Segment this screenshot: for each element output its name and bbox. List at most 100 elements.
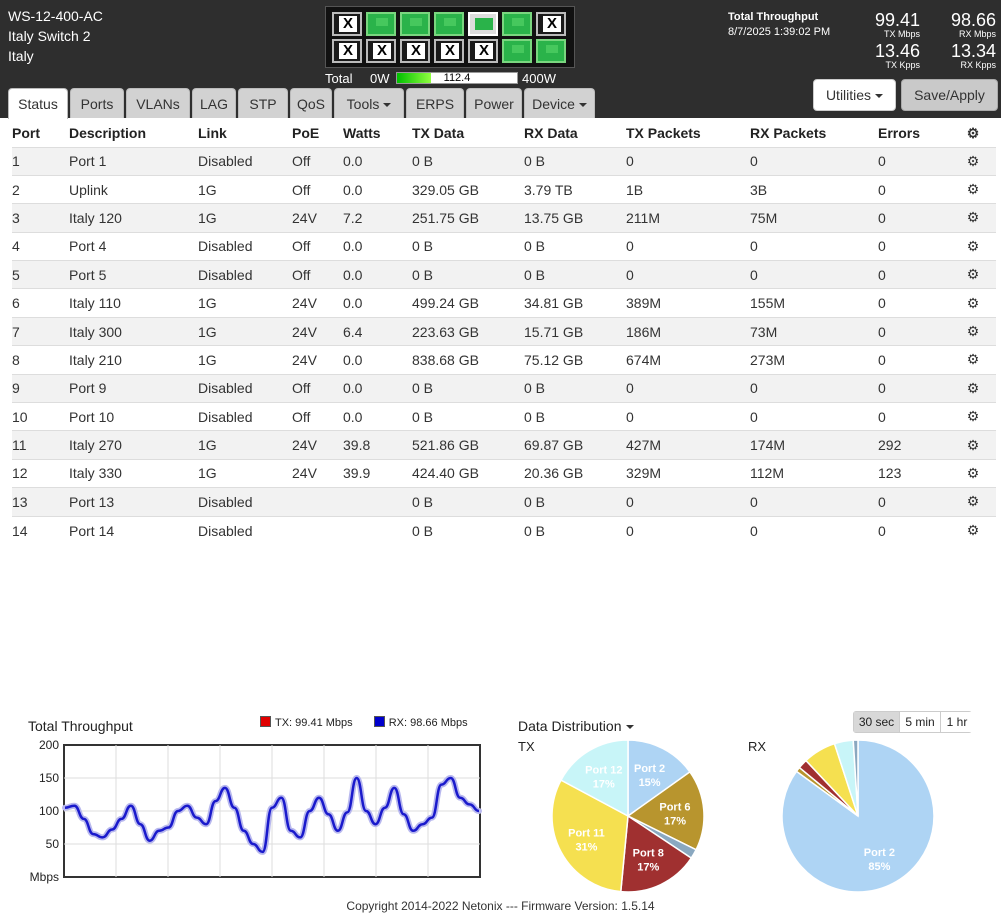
tx-slice-label: Port 11 bbox=[568, 827, 605, 839]
cell-rx-packets: 0 bbox=[750, 487, 878, 517]
port-indicator-12[interactable] bbox=[502, 39, 532, 63]
table-row: 11 Italy 270 1G 24V 39.8 521.86 GB 69.87 GB 427… bbox=[12, 430, 996, 460]
port-indicator-6[interactable]: X bbox=[400, 39, 430, 63]
gear-icon[interactable]: ⚙ bbox=[966, 209, 980, 226]
cell-port-description: Italy 300 bbox=[69, 316, 198, 346]
rx-pie-slice[interactable] bbox=[852, 739, 859, 817]
data-distribution-dropdown[interactable]: Data Distribution bbox=[518, 718, 634, 734]
cell-errors: 0 bbox=[878, 487, 950, 517]
tab-stp[interactable]: STP bbox=[238, 88, 288, 118]
port-indicator-14[interactable] bbox=[536, 39, 566, 63]
gear-icon[interactable]: ⚙ bbox=[966, 237, 980, 254]
tx-mbps-label: TX Mbps bbox=[883, 29, 920, 39]
gear-icon[interactable]: ⚙ bbox=[966, 266, 980, 283]
gear-icon[interactable]: ⚙ bbox=[966, 522, 980, 539]
tab-qos[interactable]: QoS bbox=[290, 88, 332, 118]
cell-errors: 292 bbox=[878, 430, 950, 460]
port-indicator-3[interactable] bbox=[366, 12, 396, 36]
port-indicator-2[interactable]: X bbox=[332, 39, 362, 63]
cell-link-status: 1G bbox=[198, 430, 292, 460]
cell-tx-data: 499.24 GB bbox=[412, 288, 524, 318]
column-header-tx-packets: TX Packets bbox=[626, 125, 701, 142]
tx-pie-slice[interactable] bbox=[626, 770, 705, 851]
port-indicator-1[interactable]: X bbox=[332, 12, 362, 36]
cell-watts: 39.8 bbox=[343, 430, 412, 460]
tab-erps[interactable]: ERPS bbox=[406, 88, 464, 118]
power-meter-fill bbox=[397, 73, 431, 83]
range-button-30-sec[interactable]: 30 sec bbox=[854, 712, 900, 732]
cell-errors: 0 bbox=[878, 231, 950, 261]
tx-pie-slice[interactable] bbox=[627, 739, 691, 818]
chevron-down-icon bbox=[875, 94, 884, 99]
cell-errors: 123 bbox=[878, 458, 950, 488]
port-disabled-icon: X bbox=[543, 16, 561, 32]
column-header-poe: PoE bbox=[292, 125, 320, 142]
cell-port-number: 3 bbox=[12, 203, 69, 233]
utilities-dropdown-button[interactable]: Utilities bbox=[813, 79, 896, 111]
gear-icon[interactable]: ⚙ bbox=[966, 323, 980, 340]
cell-poe-status: Off bbox=[292, 174, 343, 204]
cell-link-status: 1G bbox=[198, 174, 292, 204]
gear-icon[interactable]: ⚙ bbox=[966, 408, 980, 425]
port-disabled-icon: X bbox=[339, 16, 357, 32]
port-indicator-9[interactable] bbox=[468, 12, 498, 36]
gear-icon[interactable]: ⚙ bbox=[966, 379, 980, 396]
cell-errors: 0 bbox=[878, 515, 950, 545]
port-disabled-icon: X bbox=[475, 43, 493, 59]
cell-rx-packets: 73M bbox=[750, 316, 878, 346]
range-button-1-hr[interactable]: 1 hr bbox=[941, 712, 973, 732]
tab-ports[interactable]: Ports bbox=[70, 88, 124, 118]
tx-slice-percent: 17% bbox=[637, 862, 659, 874]
save-apply-button[interactable]: Save/Apply bbox=[901, 79, 998, 111]
cell-rx-data: 0 B bbox=[524, 515, 626, 545]
tab-device[interactable]: Device bbox=[524, 88, 595, 118]
gear-icon[interactable]: ⚙ bbox=[966, 493, 980, 510]
power-meter-value: 112.4 bbox=[443, 72, 471, 84]
cell-port-settings: ⚙ bbox=[950, 487, 996, 517]
tx-slice-percent: 31% bbox=[575, 841, 597, 853]
gear-icon[interactable]: ⚙ bbox=[966, 124, 980, 141]
port-disabled-icon: X bbox=[407, 43, 425, 59]
cell-link-status: 1G bbox=[198, 458, 292, 488]
gear-icon[interactable]: ⚙ bbox=[966, 181, 980, 198]
cell-poe-status: 24V bbox=[292, 430, 343, 460]
port-indicator-7[interactable] bbox=[434, 12, 464, 36]
port-indicator-5[interactable] bbox=[400, 12, 430, 36]
cell-tx-data: 0 B bbox=[412, 260, 524, 289]
tx-pie-slice[interactable] bbox=[559, 739, 629, 818]
tab-tools[interactable]: Tools bbox=[334, 88, 404, 118]
y-tick-label: 150 bbox=[39, 771, 59, 785]
tx-slice-label: Port 12 bbox=[585, 765, 622, 777]
cell-rx-data: 75.12 GB bbox=[524, 345, 626, 375]
port-indicator-8[interactable]: X bbox=[434, 39, 464, 63]
port-indicator-10[interactable]: X bbox=[468, 39, 498, 63]
gear-icon[interactable]: ⚙ bbox=[966, 464, 980, 481]
tab-status[interactable]: Status bbox=[8, 88, 68, 119]
cell-port-description: Italy 210 bbox=[69, 345, 198, 375]
column-header-tx-data: TX Data bbox=[412, 125, 465, 142]
gear-icon[interactable]: ⚙ bbox=[966, 152, 980, 169]
cell-port-settings: ⚙ bbox=[950, 402, 996, 431]
cell-rx-packets: 0 bbox=[750, 373, 878, 403]
range-button-5-min[interactable]: 5 min bbox=[900, 712, 941, 732]
port-indicator-13[interactable]: X bbox=[536, 12, 566, 36]
tx-kpps-stat: 13.46 TX Kpps bbox=[866, 42, 920, 70]
gear-icon[interactable]: ⚙ bbox=[966, 436, 980, 453]
port-indicator-11[interactable] bbox=[502, 12, 532, 36]
tx-pie-slice[interactable] bbox=[619, 814, 693, 893]
port-indicator-4[interactable]: X bbox=[366, 39, 396, 63]
gear-icon[interactable]: ⚙ bbox=[966, 351, 980, 368]
throughput-line-chart: 200 150 100 50 Mbps bbox=[30, 738, 482, 884]
cell-tx-packets: 0 bbox=[626, 487, 750, 517]
tab-lag[interactable]: LAG bbox=[192, 88, 236, 118]
cell-poe-status bbox=[292, 515, 343, 545]
tab-power[interactable]: Power bbox=[466, 88, 522, 118]
cell-port-number: 12 bbox=[12, 458, 69, 488]
tab-vlans[interactable]: VLANs bbox=[126, 88, 190, 118]
cell-port-number: 10 bbox=[12, 402, 69, 431]
cell-port-description: Port 14 bbox=[69, 515, 198, 545]
tx-mbps-value: 99.41 bbox=[874, 10, 920, 30]
gear-icon[interactable]: ⚙ bbox=[966, 294, 980, 311]
tx-pie-slice[interactable] bbox=[551, 779, 629, 893]
device-location-2: Italy bbox=[8, 48, 34, 64]
